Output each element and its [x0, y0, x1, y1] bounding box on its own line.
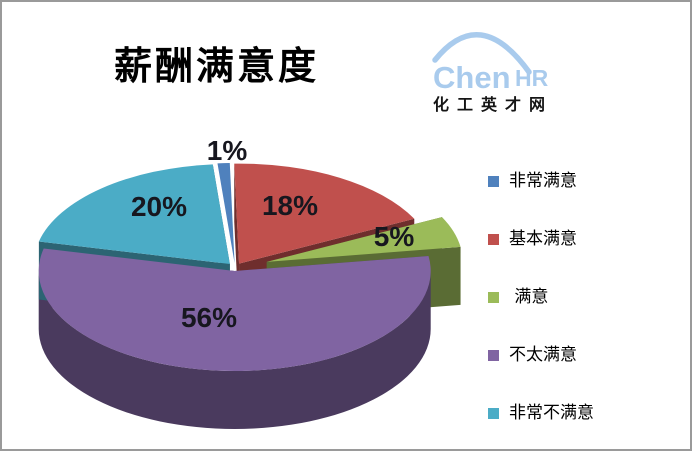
- legend-item: 非常不满意: [488, 403, 594, 449]
- legend-item: 不太满意: [488, 346, 594, 404]
- legend-swatch: [488, 350, 499, 361]
- data-label: 5%: [373, 221, 415, 252]
- chart-title: 薪酬满意度: [114, 43, 320, 88]
- brand-logo: Chen HR: [432, 32, 549, 95]
- legend-item-label: 不太满意: [509, 345, 577, 365]
- pie-slice-side: [38, 270, 431, 429]
- pie-slice: [38, 164, 230, 264]
- legend-swatch: [488, 234, 499, 245]
- logo-subtitle: 化工英才网: [433, 97, 554, 114]
- logo-brand: Chen: [433, 60, 511, 95]
- logo-brand-suffix: HR: [515, 65, 549, 91]
- pie-slice: [38, 248, 431, 371]
- legend-swatch: [488, 176, 499, 187]
- legend-item-label: 满意: [509, 287, 549, 307]
- data-label: 20%: [130, 191, 188, 222]
- pie-slice: [266, 217, 461, 262]
- data-label: 1%: [206, 135, 248, 166]
- legend-item: 非常满意: [488, 172, 594, 230]
- data-label: 18%: [261, 190, 319, 221]
- data-label: 56%: [180, 302, 238, 333]
- legend-item-label: 基本满意: [509, 229, 577, 249]
- legend-item-label: 非常不满意: [509, 403, 594, 423]
- legend-swatch: [488, 408, 499, 419]
- pie-slice: [217, 163, 235, 264]
- legend-item: 基本满意: [488, 230, 594, 288]
- chart-legend: 非常满意基本满意 满意不太满意非常不满意: [488, 172, 594, 449]
- legend-swatch: [488, 292, 499, 303]
- legend-item: 满意: [488, 288, 594, 346]
- pie-slice: [234, 163, 415, 264]
- legend-item-label: 非常满意: [509, 171, 577, 191]
- logo-arc-icon: [432, 32, 532, 75]
